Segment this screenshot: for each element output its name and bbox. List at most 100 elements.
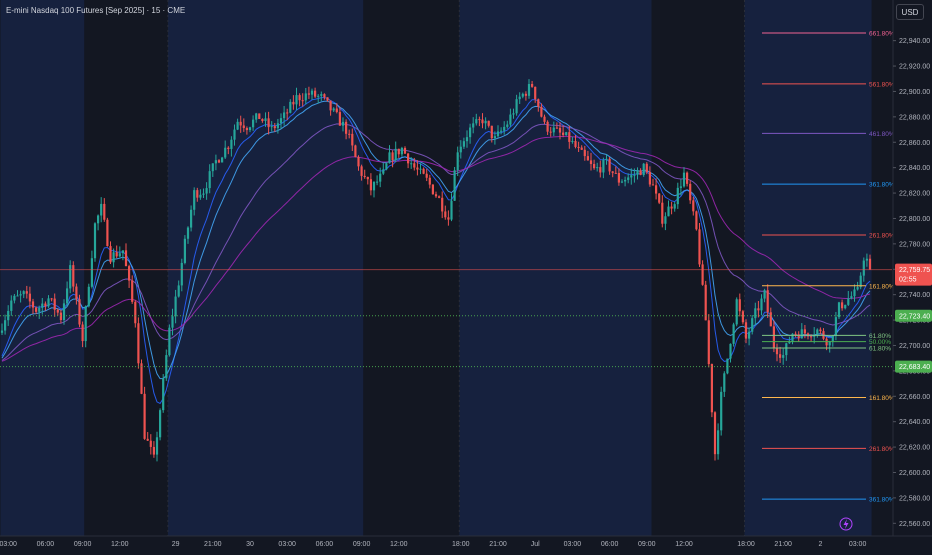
candle-body[interactable] [31, 301, 35, 308]
candle-body[interactable] [310, 90, 314, 95]
candle-body[interactable] [558, 127, 562, 133]
candle-body[interactable] [292, 101, 295, 105]
candle-body[interactable] [568, 132, 571, 142]
candle-body[interactable] [537, 99, 540, 107]
candle-body[interactable] [227, 147, 230, 149]
candle-body[interactable] [75, 286, 78, 300]
candle-body[interactable] [168, 327, 171, 356]
candle-body[interactable] [723, 373, 726, 392]
candle-body[interactable] [413, 163, 416, 168]
candle-body[interactable] [543, 116, 546, 122]
candle-body[interactable] [741, 311, 744, 323]
candle-body[interactable] [199, 194, 202, 198]
candle-body[interactable] [847, 298, 850, 305]
candle-body[interactable] [633, 174, 636, 176]
candle-body[interactable] [775, 347, 779, 355]
candle-body[interactable] [577, 146, 580, 148]
candle-body[interactable] [447, 217, 450, 220]
candle-body[interactable] [332, 108, 335, 111]
candle-body[interactable] [196, 190, 199, 198]
candle-body[interactable] [856, 287, 859, 290]
candle-body[interactable] [834, 317, 837, 336]
candle-body[interactable] [735, 299, 738, 325]
candle-body[interactable] [713, 412, 717, 455]
candle-body[interactable] [338, 112, 341, 126]
candle-body[interactable] [555, 127, 558, 129]
candle-body[interactable] [345, 121, 348, 134]
candle-body[interactable] [366, 176, 369, 180]
candle-body[interactable] [648, 172, 651, 185]
candle-body[interactable] [174, 296, 177, 317]
candle-body[interactable] [760, 298, 763, 311]
candle-body[interactable] [394, 148, 397, 161]
candle-body[interactable] [565, 132, 568, 135]
candle-body[interactable] [810, 336, 813, 338]
candle-body[interactable] [763, 290, 766, 299]
candle-body[interactable] [267, 118, 270, 128]
candle-body[interactable] [47, 298, 50, 307]
candle-body[interactable] [354, 145, 357, 158]
candle-body[interactable] [614, 172, 617, 174]
candle-body[interactable] [794, 333, 797, 335]
candle-body[interactable] [93, 223, 97, 259]
candle-body[interactable] [831, 335, 834, 342]
candle-body[interactable] [720, 391, 723, 431]
candle-body[interactable] [627, 177, 630, 180]
candle-body[interactable] [286, 112, 289, 114]
candle-body[interactable] [248, 127, 252, 131]
candle-body[interactable] [599, 167, 602, 173]
candle-body[interactable] [19, 294, 22, 296]
candle-body[interactable] [109, 246, 112, 263]
candle-body[interactable] [695, 211, 698, 230]
candle-body[interactable] [602, 159, 605, 173]
candle-body[interactable] [376, 181, 379, 183]
candle-body[interactable] [593, 164, 596, 169]
candle-body[interactable] [7, 310, 10, 321]
candle-body[interactable] [100, 203, 103, 216]
candle-body[interactable] [106, 219, 109, 247]
candle-body[interactable] [732, 324, 735, 344]
candle-body[interactable] [307, 93, 310, 95]
candle-body[interactable] [692, 200, 695, 212]
candle-body[interactable] [320, 94, 323, 96]
candle-body[interactable] [360, 166, 363, 176]
candle-body[interactable] [636, 170, 639, 175]
candle-body[interactable] [757, 308, 760, 311]
candle-body[interactable] [171, 316, 174, 328]
candle-body[interactable] [819, 329, 822, 332]
candle-body[interactable] [258, 113, 261, 119]
candle-body[interactable] [744, 322, 748, 339]
candle-body[interactable] [521, 93, 524, 97]
candle-body[interactable] [128, 266, 131, 281]
candle-body[interactable] [868, 258, 872, 270]
candle-body[interactable] [524, 93, 527, 96]
candle-body[interactable] [481, 119, 484, 124]
candle-body[interactable] [726, 358, 729, 374]
candle-body[interactable] [422, 168, 425, 174]
candle-body[interactable] [233, 129, 236, 140]
candle-body[interactable] [608, 158, 611, 172]
candle-body[interactable] [202, 193, 205, 195]
candle-body[interactable] [56, 309, 59, 313]
candle-body[interactable] [146, 438, 149, 441]
candle-body[interactable] [518, 96, 521, 100]
candle-body[interactable] [484, 120, 487, 124]
candle-body[interactable] [620, 181, 624, 183]
candle-body[interactable] [382, 169, 385, 174]
candle-body[interactable] [710, 364, 713, 413]
candle-body[interactable] [490, 125, 493, 139]
candle-body[interactable] [165, 355, 168, 379]
candle-body[interactable] [707, 320, 710, 365]
candle-body[interactable] [738, 299, 741, 312]
candle-body[interactable] [407, 153, 410, 164]
candle-body[interactable] [59, 312, 62, 321]
candle-body[interactable] [44, 303, 47, 307]
candle-body[interactable] [651, 184, 655, 186]
candle-body[interactable] [379, 173, 382, 182]
candle-body[interactable] [295, 95, 298, 105]
candle-body[interactable] [304, 93, 307, 101]
candle-body[interactable] [97, 215, 100, 224]
candle-body[interactable] [462, 141, 465, 147]
candle-body[interactable] [862, 260, 865, 276]
candle-body[interactable] [788, 341, 791, 344]
